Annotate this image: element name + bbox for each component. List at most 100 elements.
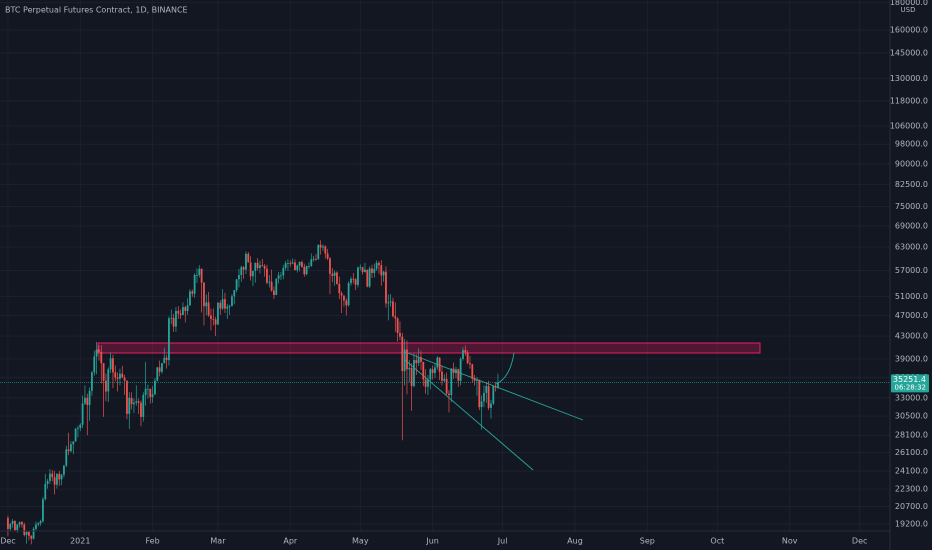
y-tick-label: 39000.0 [895, 354, 928, 363]
candle-body [28, 531, 30, 536]
candle-body [275, 278, 278, 296]
candles [7, 240, 499, 545]
candle-body [184, 307, 187, 311]
candle-body [79, 424, 82, 429]
candle-body [273, 290, 275, 296]
candle-body [191, 291, 194, 294]
candle-body [256, 262, 259, 269]
candle-body [259, 265, 261, 269]
candle-body [329, 258, 331, 274]
candle-body [142, 394, 145, 417]
candle-body [420, 357, 422, 362]
candle-body [445, 378, 448, 394]
y-tick-label: 47000.0 [895, 311, 928, 320]
y-tick-label: 180000.0 [890, 0, 928, 7]
candle-body [91, 372, 93, 391]
x-tick-label: 2021 [70, 537, 90, 546]
y-tick-label: 63000.0 [895, 243, 928, 252]
candle-body [179, 313, 182, 315]
candle-body [14, 520, 16, 531]
candle-body [368, 268, 371, 287]
candle-body [462, 350, 464, 359]
y-tick-label: 82500.0 [895, 180, 928, 189]
x-tick-label: Sep [640, 537, 655, 546]
candle-body [361, 267, 364, 273]
candle-body [228, 306, 231, 307]
candle-body [371, 268, 373, 273]
candle-body [366, 269, 369, 287]
candle-body [268, 281, 271, 283]
candle-body [130, 397, 133, 405]
candle-body [18, 522, 21, 525]
y-tick-label: 160000.0 [890, 26, 928, 35]
y-tick-label: 57000.0 [895, 266, 928, 275]
candle-body [214, 319, 217, 325]
candle-body [333, 272, 336, 276]
candle-body [7, 517, 9, 529]
y-tick-label: 106000.0 [890, 121, 928, 130]
candle-body [443, 378, 446, 381]
candle-body [172, 317, 175, 327]
candle-body [375, 262, 378, 269]
candle-body [63, 465, 65, 475]
candle-body [156, 367, 159, 381]
candle-body [72, 441, 75, 445]
candle-body [217, 302, 219, 325]
candle-body [415, 360, 418, 364]
candle-body [168, 318, 170, 361]
candle-body [394, 316, 397, 319]
candle-body [165, 357, 168, 361]
candle-body [326, 253, 329, 259]
candle-body [56, 473, 58, 485]
candle-body [429, 369, 432, 380]
candle-body [317, 244, 320, 260]
candle-body [301, 262, 303, 267]
candle-body [32, 528, 35, 539]
candle-body [254, 262, 257, 271]
x-tick-label: Feb [146, 537, 160, 546]
candle-body [93, 356, 96, 373]
candle-body [175, 310, 177, 327]
y-tick-label: 90000.0 [895, 160, 928, 169]
candle-body [466, 352, 469, 364]
candle-body [88, 390, 91, 405]
candle-body [37, 523, 40, 525]
candle-body [410, 368, 413, 387]
x-tick-label: Mar [210, 537, 226, 546]
candle-body [436, 357, 439, 368]
candle-body [434, 367, 436, 374]
candle-body [354, 279, 357, 285]
candle-body [60, 474, 63, 480]
y-tick-label: 24100.0 [895, 467, 928, 476]
y-tick-label: 28100.0 [895, 431, 928, 440]
x-tick-label: Dec [0, 537, 15, 546]
candle-body [170, 317, 173, 319]
candle-body [140, 402, 142, 417]
candle-body [490, 403, 492, 408]
candle-body [86, 397, 89, 405]
candle-body [247, 253, 250, 263]
candle-body [284, 263, 287, 269]
currency-label: USD [901, 6, 916, 14]
candle-body [424, 379, 427, 387]
y-tick-label: 19200.0 [895, 519, 928, 528]
candle-body [196, 275, 198, 276]
candle-body [343, 295, 345, 301]
candle-body [95, 349, 98, 357]
y-tick-label: 43000.0 [895, 332, 928, 341]
candle-body [352, 278, 355, 280]
candle-body [373, 268, 376, 273]
candle-body [408, 368, 411, 370]
candle-body [46, 480, 49, 484]
candle-body [319, 244, 322, 248]
candle-body [287, 263, 289, 265]
candle-body [105, 380, 107, 392]
candle-body [121, 373, 124, 378]
candle-body [44, 483, 47, 500]
x-tick-label: Jul [497, 537, 508, 546]
candle-body [382, 271, 385, 276]
candle-body [338, 283, 341, 294]
candle-body [226, 306, 229, 309]
candle-body [399, 332, 401, 337]
